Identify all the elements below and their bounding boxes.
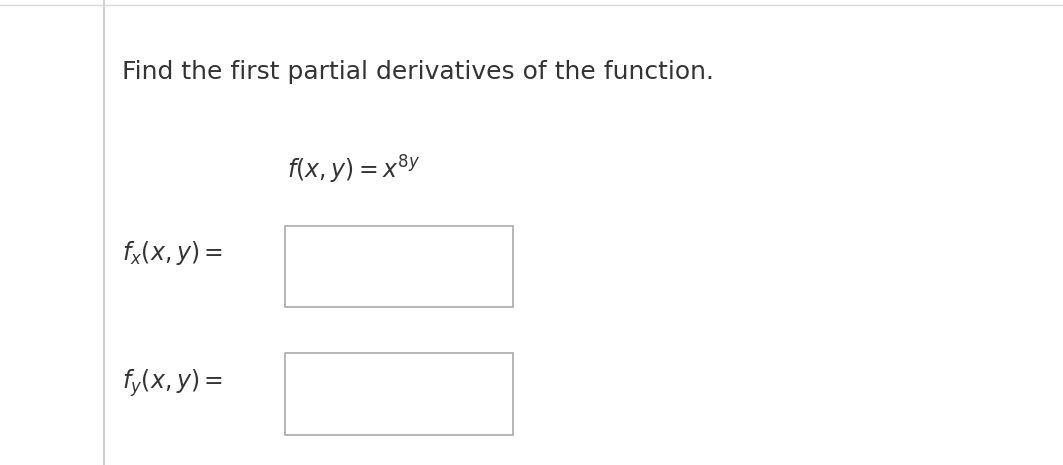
Text: Find the first partial derivatives of the function.: Find the first partial derivatives of th… xyxy=(122,60,714,85)
FancyBboxPatch shape xyxy=(285,353,513,435)
Text: $f_y(x, y) =$: $f_y(x, y) =$ xyxy=(122,368,223,399)
Text: $f(x, y) = x^{8y}$: $f(x, y) = x^{8y}$ xyxy=(287,153,421,186)
FancyBboxPatch shape xyxy=(285,226,513,307)
Text: $f_x(x, y) =$: $f_x(x, y) =$ xyxy=(122,239,223,267)
